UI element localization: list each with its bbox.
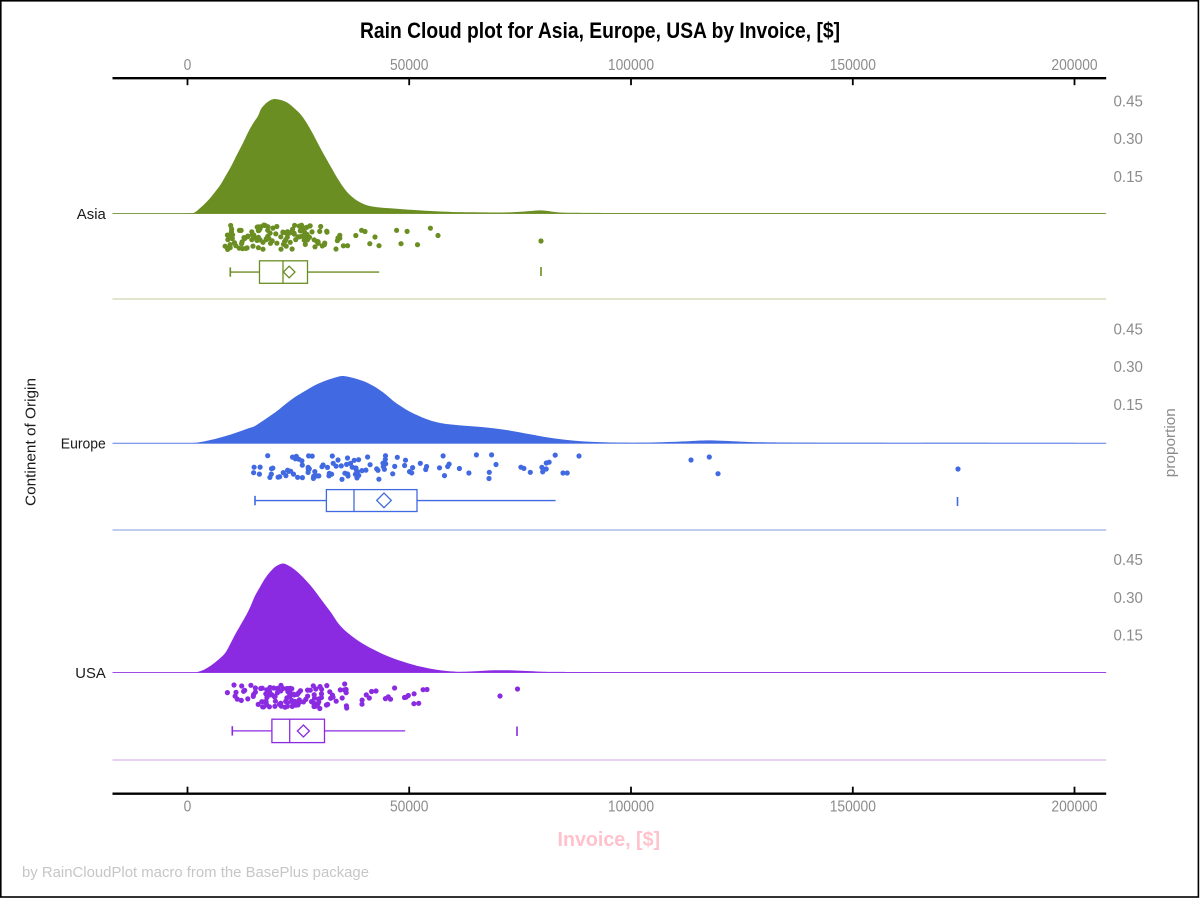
svg-text:0.45: 0.45 [1114, 321, 1143, 338]
svg-text:0: 0 [184, 799, 192, 816]
svg-text:0.30: 0.30 [1114, 359, 1143, 376]
svg-text:0.15: 0.15 [1114, 169, 1143, 186]
svg-text:Europe: Europe [61, 436, 106, 453]
svg-text:Asia: Asia [77, 206, 107, 223]
svg-text:50000: 50000 [390, 57, 429, 74]
svg-text:0.45: 0.45 [1114, 552, 1143, 569]
svg-text:0.15: 0.15 [1114, 628, 1143, 645]
svg-text:150000: 150000 [830, 799, 876, 816]
svg-text:0.45: 0.45 [1114, 93, 1143, 110]
svg-text:0.30: 0.30 [1114, 590, 1143, 607]
svg-text:150000: 150000 [830, 57, 876, 74]
svg-text:by RainCloudPlot macro from th: by RainCloudPlot macro from the BasePlus… [22, 864, 369, 881]
svg-text:Rain Cloud plot for Asia, Euro: Rain Cloud plot for Asia, Europe, USA by… [360, 18, 840, 43]
svg-text:proportion: proportion [1162, 408, 1179, 477]
svg-text:0.30: 0.30 [1114, 131, 1143, 148]
svg-text:200000: 200000 [1051, 799, 1097, 816]
svg-text:100000: 100000 [608, 57, 654, 74]
svg-text:50000: 50000 [390, 799, 429, 816]
svg-text:USA: USA [75, 665, 106, 682]
svg-text:Invoice, [$]: Invoice, [$] [558, 829, 661, 851]
svg-text:Continent of Origin: Continent of Origin [23, 378, 40, 506]
svg-text:0: 0 [184, 57, 192, 74]
svg-text:100000: 100000 [608, 799, 654, 816]
svg-text:0.15: 0.15 [1114, 397, 1143, 414]
svg-text:200000: 200000 [1051, 57, 1097, 74]
